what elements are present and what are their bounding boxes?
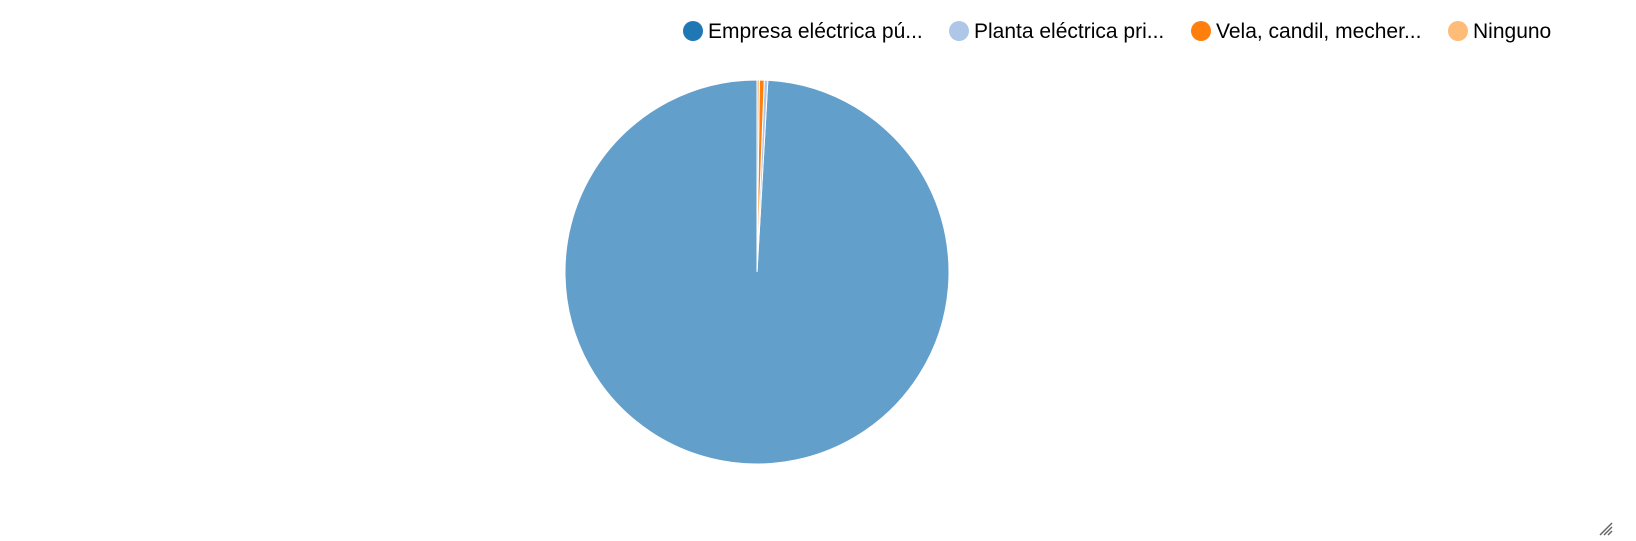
- resize-grip-icon[interactable]: [1599, 522, 1613, 536]
- legend-label-3[interactable]: Ninguno: [1473, 20, 1551, 43]
- legend-marker-2[interactable]: [1191, 21, 1211, 41]
- legend-marker-1[interactable]: [949, 21, 969, 41]
- legend-label-2[interactable]: Vela, candil, mecher...: [1216, 20, 1421, 43]
- legend-label-1[interactable]: Planta eléctrica pri...: [974, 20, 1164, 43]
- legend-marker-3[interactable]: [1448, 21, 1468, 41]
- legend-label-0[interactable]: Empresa eléctrica pú...: [708, 20, 923, 43]
- pie-slice-3[interactable]: [756, 79, 760, 273]
- legend-marker-0[interactable]: [683, 21, 703, 41]
- pie-slices: [564, 79, 950, 465]
- chart-legend: Empresa eléctrica pú... Planta eléctrica …: [683, 20, 1551, 43]
